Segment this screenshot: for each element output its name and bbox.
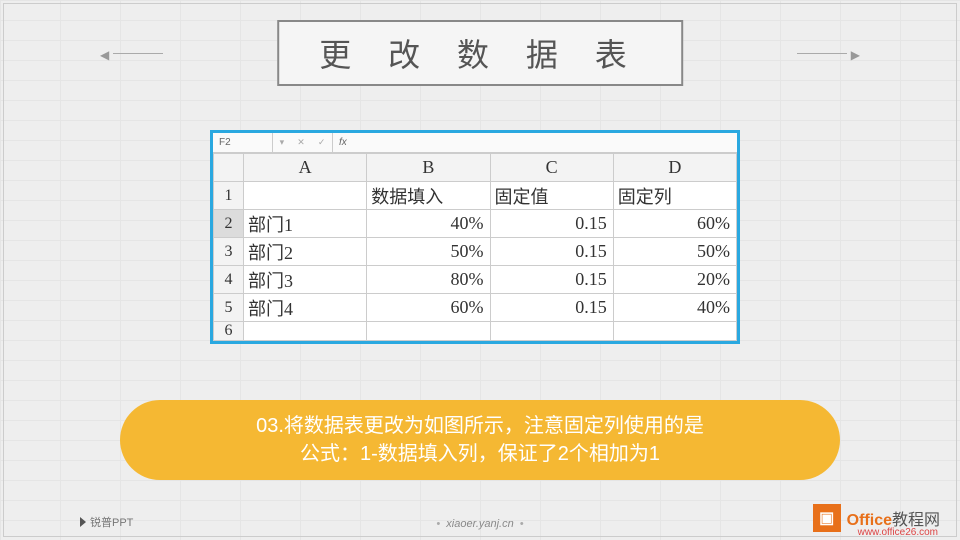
corner-cell bbox=[214, 154, 244, 182]
data-row: 5 部门4 60% 0.15 40% bbox=[214, 294, 737, 322]
cell: 部门3 bbox=[244, 266, 367, 294]
name-box: F2 bbox=[213, 133, 273, 152]
title-text: 更 改 数 据 表 bbox=[319, 30, 641, 76]
partial-row: 6 bbox=[214, 322, 737, 341]
cell-A1 bbox=[244, 182, 367, 210]
row-num: 3 bbox=[214, 238, 244, 266]
row-num: 6 bbox=[214, 322, 244, 341]
arrow-right bbox=[797, 42, 860, 65]
fx-label: fx bbox=[333, 137, 347, 148]
cell: 40% bbox=[367, 210, 490, 238]
accept-icon: ✓ bbox=[318, 137, 326, 148]
col-B: B bbox=[367, 154, 490, 182]
row-num: 2 bbox=[214, 210, 244, 238]
formula-bar: F2 ▾ ✕ ✓ fx bbox=[213, 133, 737, 153]
cell: 50% bbox=[367, 238, 490, 266]
header-row: 1 数据填入 固定值 固定列 bbox=[214, 182, 737, 210]
cell: 0.15 bbox=[490, 266, 613, 294]
formula-bar-icons: ▾ ✕ ✓ bbox=[273, 133, 333, 152]
cancel-icon: ✕ bbox=[297, 137, 305, 148]
cell-B1: 数据填入 bbox=[367, 182, 490, 210]
row-1: 1 bbox=[214, 182, 244, 210]
cell: 部门2 bbox=[244, 238, 367, 266]
office-icon: ▣ bbox=[813, 504, 841, 532]
row-num: 4 bbox=[214, 266, 244, 294]
cell: 40% bbox=[613, 294, 736, 322]
data-row: 2 部门1 40% 0.15 60% bbox=[214, 210, 737, 238]
col-C: C bbox=[490, 154, 613, 182]
watermark-url: www.office26.com bbox=[858, 527, 938, 538]
col-D: D bbox=[613, 154, 736, 182]
cell: 60% bbox=[613, 210, 736, 238]
cell: 80% bbox=[367, 266, 490, 294]
data-row: 3 部门2 50% 0.15 50% bbox=[214, 238, 737, 266]
cell: 部门4 bbox=[244, 294, 367, 322]
col-A: A bbox=[244, 154, 367, 182]
column-header-row: A B C D bbox=[214, 154, 737, 182]
cell: 20% bbox=[613, 266, 736, 294]
caption-line-2: 公式：1-数据填入列，保证了2个相加为1 bbox=[150, 440, 810, 468]
cell: 0.15 bbox=[490, 238, 613, 266]
cell: 50% bbox=[613, 238, 736, 266]
spreadsheet: A B C D 1 数据填入 固定值 固定列 2 部门1 40% 0.15 60… bbox=[213, 153, 737, 341]
cell: 0.15 bbox=[490, 210, 613, 238]
caption-line-1: 03.将数据表更改为如图所示，注意固定列使用的是 bbox=[150, 412, 810, 440]
cell-C1: 固定值 bbox=[490, 182, 613, 210]
arrow-left bbox=[100, 42, 163, 65]
cell: 60% bbox=[367, 294, 490, 322]
cell: 0.15 bbox=[490, 294, 613, 322]
dropdown-icon: ▾ bbox=[280, 137, 285, 148]
cell: 部门1 bbox=[244, 210, 367, 238]
title-box: 更 改 数 据 表 bbox=[277, 20, 683, 86]
row-num: 5 bbox=[214, 294, 244, 322]
caption-pill: 03.将数据表更改为如图所示，注意固定列使用的是 公式：1-数据填入列，保证了2… bbox=[120, 400, 840, 480]
cell-D1: 固定列 bbox=[613, 182, 736, 210]
excel-screenshot: F2 ▾ ✕ ✓ fx A B C D 1 数据填入 固定值 固定列 2 部门1… bbox=[210, 130, 740, 344]
data-row: 4 部门3 80% 0.15 20% bbox=[214, 266, 737, 294]
